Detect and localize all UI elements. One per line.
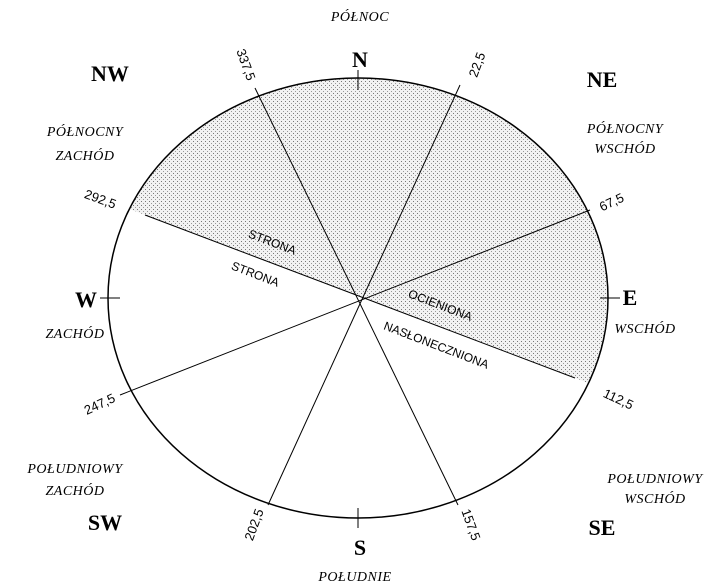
dir-name: ZACHÓD [55, 147, 114, 164]
angle-label: 337,5 [233, 47, 258, 83]
dir-name: ZACHÓD [45, 325, 104, 342]
dir: W [75, 287, 97, 312]
angle-label: 157,5 [458, 507, 483, 543]
dir-name: WSCHÓD [614, 320, 675, 337]
dir-name: POŁUDNIOWY [26, 462, 124, 477]
north-label: PÓŁNOC [330, 8, 389, 25]
dir: N [352, 47, 368, 72]
dir-name: PÓŁNOCNY [46, 123, 125, 140]
dir-name: WSCHÓD [594, 140, 655, 157]
angle-label: 292,5 [83, 186, 119, 211]
dir: NE [587, 67, 618, 92]
dir-name: ZACHÓD [45, 482, 104, 499]
dir-name: POŁUDNIOWY [606, 472, 704, 487]
dir: E [623, 285, 638, 310]
dir: SE [589, 515, 616, 540]
angle-label: 202,5 [241, 507, 266, 543]
angle-label: 247,5 [82, 390, 118, 417]
sector-lines [100, 70, 620, 528]
angle-label: 67,5 [597, 190, 626, 214]
south-label: POŁUDNIE [317, 570, 391, 585]
dir: NW [91, 61, 129, 86]
dir-name: PÓŁNOCNY [586, 120, 665, 137]
angle-label: 22,5 [466, 50, 489, 79]
angle-label: 112,5 [601, 386, 636, 413]
dir: S [354, 535, 366, 560]
dir: SW [88, 510, 122, 535]
dir-name: WSCHÓD [624, 490, 685, 507]
